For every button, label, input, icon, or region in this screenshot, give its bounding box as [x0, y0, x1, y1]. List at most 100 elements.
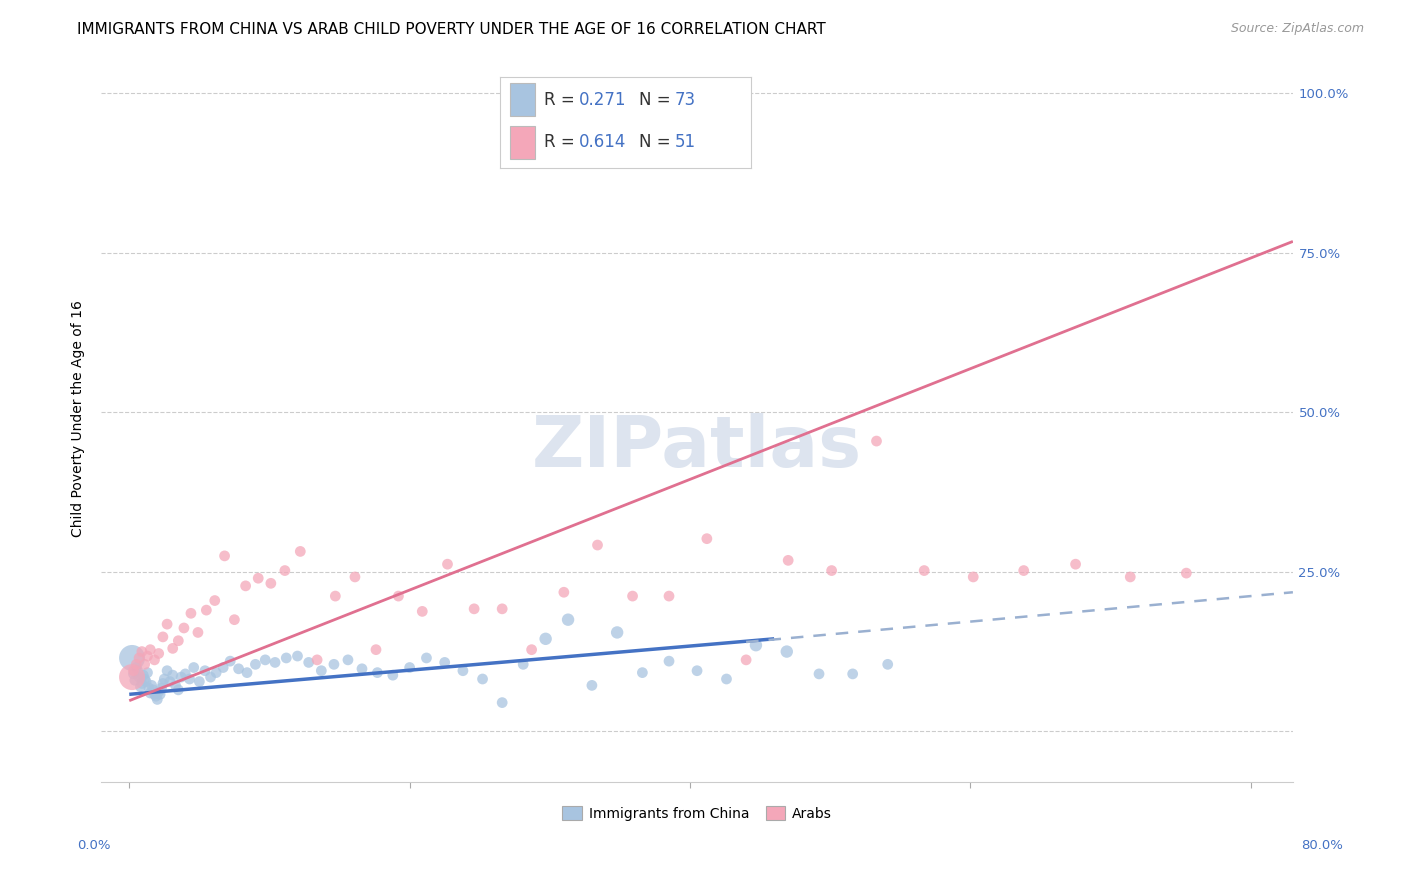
Y-axis label: Child Poverty Under the Age of 16: Child Poverty Under the Age of 16	[72, 301, 86, 537]
Point	[381, 668, 404, 682]
Point	[245, 657, 267, 672]
Point	[323, 657, 346, 672]
Point	[264, 656, 287, 670]
Point	[411, 604, 433, 618]
Point	[153, 672, 176, 686]
Point	[491, 602, 513, 616]
Point	[336, 653, 359, 667]
Point	[170, 670, 193, 684]
Point	[152, 676, 174, 690]
Point	[778, 553, 800, 567]
Point	[735, 653, 758, 667]
Point	[224, 613, 246, 627]
Point	[128, 651, 150, 665]
Text: Source: ZipAtlas.com: Source: ZipAtlas.com	[1230, 22, 1364, 36]
Point	[491, 696, 513, 710]
Point	[159, 674, 181, 689]
Point	[204, 593, 226, 607]
Point	[808, 666, 831, 681]
Point	[132, 668, 155, 682]
Point	[606, 625, 628, 640]
Point	[187, 625, 209, 640]
Point	[658, 589, 681, 603]
Point	[149, 687, 172, 701]
Point	[235, 579, 257, 593]
Point	[219, 654, 242, 668]
Text: IMMIGRANTS FROM CHINA VS ARAB CHILD POVERTY UNDER THE AGE OF 16 CORRELATION CHAR: IMMIGRANTS FROM CHINA VS ARAB CHILD POVE…	[77, 22, 827, 37]
Point	[174, 666, 197, 681]
Legend: Immigrants from China, Arabs: Immigrants from China, Arabs	[557, 800, 838, 826]
Point	[228, 662, 250, 676]
Point	[205, 665, 228, 680]
Point	[173, 621, 195, 635]
Point	[520, 642, 543, 657]
Point	[134, 657, 156, 672]
Point	[820, 564, 842, 578]
Point	[343, 570, 366, 584]
Point	[260, 576, 283, 591]
Point	[165, 678, 187, 692]
Point	[841, 666, 863, 681]
Point	[276, 651, 298, 665]
Point	[307, 653, 329, 667]
Text: ZIPatlas: ZIPatlas	[531, 413, 862, 483]
Point	[139, 642, 162, 657]
Point	[136, 648, 159, 663]
Point	[912, 564, 935, 578]
Point	[1012, 564, 1035, 578]
Point	[141, 678, 163, 692]
Point	[180, 607, 202, 621]
Point	[658, 654, 681, 668]
Point	[553, 585, 575, 599]
Point	[131, 676, 153, 690]
Point	[436, 557, 458, 571]
Point	[387, 589, 409, 603]
Point	[129, 680, 152, 694]
Point	[148, 647, 170, 661]
Point	[415, 651, 437, 665]
Text: 80.0%: 80.0%	[1301, 838, 1343, 852]
Point	[148, 685, 170, 699]
Point	[122, 666, 145, 681]
Point	[745, 638, 768, 652]
Point	[311, 664, 333, 678]
Point	[290, 544, 312, 558]
Point	[121, 670, 143, 684]
Point	[139, 686, 162, 700]
Point	[876, 657, 898, 672]
Point	[364, 642, 387, 657]
Point	[214, 549, 236, 563]
Point	[142, 682, 165, 697]
Point	[366, 665, 388, 680]
Point	[512, 657, 534, 672]
Point	[188, 674, 211, 689]
Point	[146, 692, 169, 706]
Point	[325, 589, 347, 603]
Point	[145, 690, 167, 704]
Point	[696, 532, 718, 546]
Point	[776, 644, 799, 658]
Point	[143, 687, 166, 701]
Point	[194, 664, 217, 678]
Text: 0.0%: 0.0%	[77, 838, 111, 852]
Point	[621, 589, 644, 603]
Point	[631, 665, 654, 680]
Point	[167, 682, 190, 697]
Point	[451, 664, 474, 678]
Point	[350, 662, 373, 676]
Point	[581, 678, 603, 692]
Point	[134, 672, 156, 686]
Point	[865, 434, 887, 448]
Point	[254, 653, 277, 667]
Point	[274, 564, 297, 578]
Point	[287, 648, 309, 663]
Point	[962, 570, 984, 584]
Point	[557, 613, 579, 627]
Point	[212, 660, 235, 674]
Point	[138, 681, 160, 695]
Point	[124, 673, 146, 688]
Point	[1119, 570, 1142, 584]
Point	[167, 633, 190, 648]
Point	[716, 672, 738, 686]
Point	[143, 653, 166, 667]
